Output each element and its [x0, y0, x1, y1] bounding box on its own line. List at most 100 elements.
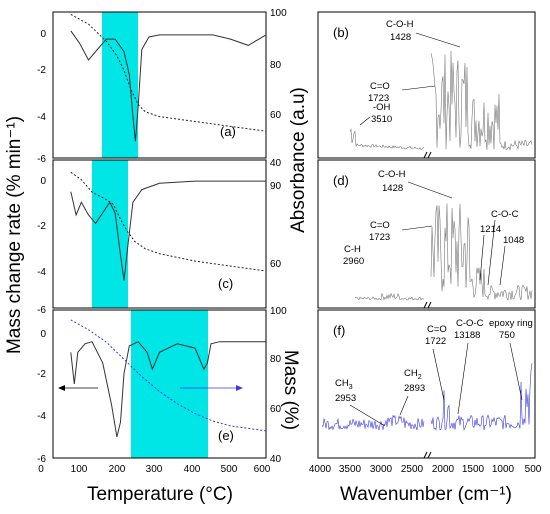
spectrum-b: [349, 50, 533, 151]
panel-letter-e: (e): [218, 428, 234, 443]
annotation-b-coh-label: C-O-H: [386, 19, 414, 30]
annotation-d-coh-value: 1428: [382, 183, 403, 194]
mass-curve-e: [70, 319, 267, 432]
tick-x-400: 400: [184, 464, 201, 475]
tick-left-a-1: -2: [37, 65, 46, 76]
tick-right-a-2: 60: [270, 110, 282, 121]
annotation-f-co-label: C=O: [427, 324, 447, 335]
tick-left-e-3: -4: [37, 411, 46, 422]
annotation-b-coh-value: 1428: [390, 32, 411, 43]
annotation-d-ch-value: 2960: [343, 256, 364, 267]
ftir-spectra: [321, 50, 533, 431]
annotation-arrows-f: [349, 342, 523, 427]
annotation-b-oh-label: -OH: [373, 102, 391, 113]
tick-x-200: 200: [109, 464, 126, 475]
spectrum-f: [321, 363, 533, 431]
annotation-b-co-label: C=O: [370, 81, 390, 92]
annotation-d-ch-label: C-H: [344, 244, 361, 255]
rate-curve-a: [70, 30, 267, 142]
panel-letter-a: (a): [220, 124, 236, 139]
tick-x-300: 300: [146, 464, 163, 475]
tga-figure: 0 -2 -4 -6 0 -2 -4 -6 -6 0 -2 -4 -6 100 …: [4, 8, 301, 505]
annotation-f-ch2-value: 2893: [404, 383, 425, 394]
panel-letter-f: (f): [333, 323, 345, 338]
tick-wn-1000: 1000: [492, 464, 515, 475]
tick-left-a-2: -4: [37, 112, 46, 123]
tick-left-c-3: -6: [37, 305, 46, 316]
axis-break-d: [423, 301, 432, 309]
axis-break-f: [423, 451, 432, 459]
annotation-b-oh-value: 3510: [371, 114, 392, 125]
tick-right-e-3: 40: [270, 454, 282, 465]
panel-frame-a: [52, 11, 267, 159]
y-axis-title-absorbance: Absorbance (a.u): [288, 87, 309, 233]
annotation-arrows-d: [401, 181, 506, 286]
tick-right-c-1: 90: [270, 181, 282, 192]
annotation-d-1214-label: 1214: [480, 224, 501, 235]
tick-wn-2500: 2500: [401, 464, 424, 475]
tick-right-e-1: 80: [270, 354, 282, 365]
annotation-f-epoxy-label: epoxy ring: [489, 318, 533, 329]
panel-letter-b: (b): [333, 25, 349, 40]
tick-wn-500: 500: [525, 464, 542, 475]
tga-curves: [70, 13, 267, 438]
annotation-d-co-value: 1723: [369, 232, 390, 243]
tick-left-e-2: -2: [37, 369, 46, 380]
annotation-f-epoxy-value: 750: [499, 330, 515, 341]
tick-right-a-0: 100: [270, 8, 287, 19]
tick-left-a-3: -6: [37, 154, 46, 165]
tick-right-c-0: 40: [270, 158, 282, 169]
panel-letter-d: (d): [333, 173, 349, 188]
tick-left-a-0: 0: [40, 29, 46, 40]
axis-break-b: [423, 151, 432, 159]
mass-curve-a: [70, 13, 267, 132]
panel-frame-e: [52, 309, 267, 459]
right-arrow-annotation: [180, 385, 243, 391]
mass-curve-c: [70, 171, 267, 272]
tick-x-500: 500: [221, 464, 238, 475]
tick-x-0: 0: [38, 464, 44, 475]
tick-right-c-2: 60: [270, 259, 282, 270]
tick-wn-1500: 1500: [462, 464, 485, 475]
rate-curve-c: [70, 180, 266, 281]
tick-wn-4000: 4000: [309, 464, 332, 475]
tick-left-e-4: -6: [37, 454, 46, 465]
annotation-f-coc-label: C-O-C: [456, 318, 484, 329]
annotation-f-co-value: 1722: [425, 336, 446, 347]
tick-right-a-1: 80: [270, 60, 282, 71]
panel-frame-c: [52, 159, 267, 309]
tick-x-600: 600: [254, 464, 271, 475]
x-axis-title: Temperature (°C): [87, 484, 233, 505]
annotation-d-coc-label: C-O-C: [491, 209, 519, 220]
x-axis-title-wavenumber: Wavenumber (cm⁻¹): [340, 484, 512, 505]
tick-left-c-2: -4: [37, 267, 46, 278]
highlight-band-c: [92, 160, 128, 308]
annotation-d-co-label: C=O: [370, 220, 390, 231]
annotation-d-coh-label: C-O-H: [378, 169, 406, 180]
annotation-f-ch2-label: CH2: [404, 368, 422, 381]
panel-letter-c: (c): [218, 276, 233, 291]
highlight-band-e: [131, 310, 208, 458]
y-axis-title-left: Mass change rate (% min⁻¹): [4, 116, 25, 354]
tick-left-e-1: 0: [40, 329, 46, 340]
ftir-figure: Absorbance (a.u) (b) (d) (f) C-O-H 1428 …: [288, 11, 542, 505]
annotation-f-coc-value: 13188: [454, 330, 480, 341]
tick-right-e-0: 100: [270, 306, 287, 317]
rate-curve-e: [70, 341, 266, 438]
tick-wn-3000: 3000: [370, 464, 393, 475]
annotation-b-co-value: 1723: [368, 93, 389, 104]
annotation-arrows-b: [359, 32, 461, 126]
panel-frame-b: [317, 11, 536, 159]
tick-left-c-0: 0: [40, 176, 46, 187]
tick-left-c-1: -2: [37, 221, 46, 232]
annotation-f-ch3-label: CH3: [335, 378, 353, 391]
annotation-d-1048-label: 1048: [503, 235, 524, 246]
tick-wn-2000: 2000: [432, 464, 455, 475]
spectrum-d: [354, 203, 533, 301]
tick-wn-3500: 3500: [339, 464, 362, 475]
left-arrow-annotation: [58, 385, 98, 391]
panel-frame-d: [317, 159, 536, 309]
panel-frame-f: [317, 309, 536, 459]
tick-right-e-2: 60: [270, 404, 282, 415]
